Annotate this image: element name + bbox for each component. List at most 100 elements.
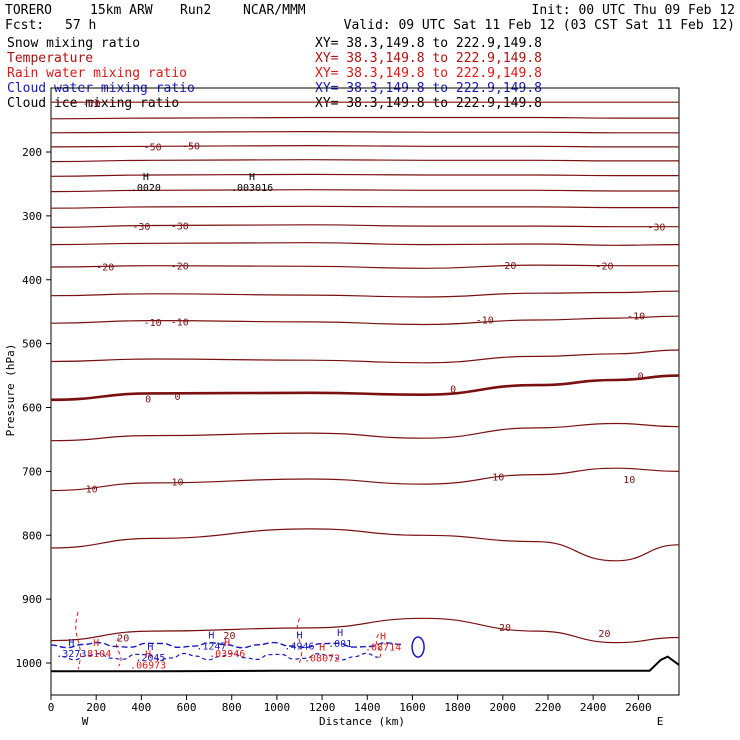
terrain-surface <box>51 655 680 673</box>
contour-label-1: -50 <box>144 142 162 153</box>
rain-max-h-2: H <box>224 638 230 649</box>
header-init: Init: 00 UTC Thu 09 Feb 12 <box>532 3 736 18</box>
cloudwater-contour-east <box>411 636 425 658</box>
x-tick-label-13: 2600 <box>625 701 652 714</box>
contour-label-2: -50 <box>182 142 200 153</box>
contour-label-3: -30 <box>132 222 150 233</box>
snow-max-h-0: H <box>143 172 149 183</box>
y-tick-label-3: 500 <box>22 338 42 351</box>
contour-label-19: 10 <box>171 478 183 489</box>
cloudwater-contour-lower <box>62 652 379 661</box>
x-end-label-east: E <box>657 715 664 728</box>
y-tick-label-8: 1000 <box>16 657 43 670</box>
isotherm-10 <box>50 264 679 269</box>
x-tick-label-9: 1800 <box>444 701 471 714</box>
contour-label-20: 10 <box>492 472 504 483</box>
y-axis: 200 300 400 500 600 700 800 900 1000 <box>16 146 51 670</box>
isotherm-3 <box>50 144 679 148</box>
rain-max-h-3: H <box>319 643 325 654</box>
contour-labels: -70-50 -50-30 -30 -30-20 -20 -20 -20-10 -10 -10-… <box>83 99 666 645</box>
legend-rain: Rain water mixing ratio <box>7 66 187 81</box>
contour-label-25: 20 <box>598 629 610 640</box>
x-tick-label-5: 1000 <box>264 701 291 714</box>
x-tick-label-3: 600 <box>177 701 197 714</box>
rain-contour-3 <box>375 633 382 661</box>
cloudwater-max-h-1: H <box>296 630 302 641</box>
isotherm-2 <box>50 130 679 134</box>
x-tick-label-4: 800 <box>222 701 242 714</box>
rain-contour-1 <box>116 637 122 667</box>
contour-label-23: 20 <box>223 631 235 642</box>
header-fcst-hours: 57 h <box>65 18 96 33</box>
cloudwater-max-h-3: H <box>147 642 153 653</box>
y-tick-label-6: 800 <box>22 529 42 542</box>
isotherm-11 <box>50 290 680 298</box>
contour-label-7: -20 <box>171 262 189 273</box>
maxima-labels: H.0020H.003016H.1247H.4946H.001H.2045H.3… <box>56 172 401 672</box>
x-tick-label-1: 200 <box>86 701 106 714</box>
x-tick-label-0: 0 <box>48 701 55 714</box>
contour-label-8: -20 <box>498 261 516 272</box>
contour-label-9: -20 <box>595 262 613 273</box>
cloudwater-max-value-0: .1247 <box>196 641 226 652</box>
x-tick-label-6: 1200 <box>309 701 336 714</box>
y-tick-label-2: 400 <box>22 274 42 287</box>
rain-max-value-3: .08072 <box>304 654 340 665</box>
isotherm-13 <box>50 349 680 364</box>
rain-max-h-0: H <box>93 638 99 649</box>
rain-max-value-4: .08714 <box>365 643 401 654</box>
x-tick-label-11: 2200 <box>535 701 562 714</box>
cloudwater-max-h-0: H <box>208 630 214 641</box>
contour-label-17: 0 <box>638 372 644 383</box>
legend-ice-xy: XY= 38.3,149.8 to 222.9,149.8 <box>315 96 542 111</box>
isotherm-5 <box>50 173 679 177</box>
contour-label-10: -10 <box>144 318 162 329</box>
isotherm-8 <box>50 224 679 228</box>
rain-max-h-1: H <box>145 650 151 661</box>
cloudwater-contour-upper <box>50 641 402 649</box>
legend-ice: Cloud ice mixing ratio <box>7 96 179 111</box>
contour-label-12: -10 <box>476 315 494 326</box>
y-tick-label-1: 300 <box>22 210 42 223</box>
contour-label-15: 0 <box>174 392 180 403</box>
isotherm-16 <box>50 467 680 492</box>
contour-label-24: 20 <box>499 623 511 634</box>
header-valid: Valid: 09 UTC Sat 11 Feb 12 (03 CST Sat … <box>344 18 735 33</box>
cloudwater-max-value-2: .001 <box>328 639 352 650</box>
isotherm-17 <box>50 528 680 562</box>
contour-label-4: -30 <box>171 221 189 232</box>
y-axis-label: Pressure (hPa) <box>4 344 17 437</box>
header-fcst: Fcst: <box>5 18 44 33</box>
x-tick-label-12: 2400 <box>580 701 607 714</box>
isotherm-4 <box>50 159 679 163</box>
isotherm-6 <box>50 189 679 193</box>
header: TORERO 15km ARW Run2 NCAR/MMM Init: 00 U… <box>5 3 735 33</box>
isotherm-9 <box>50 242 680 246</box>
contour-label-18: 10 <box>86 485 98 496</box>
contour-label-14: 0 <box>145 395 151 406</box>
x-axis-label: Distance (km) <box>319 715 405 728</box>
contour-label-5: -30 <box>647 223 665 234</box>
snow-max-value-0: .0020 <box>131 183 161 194</box>
isotherm-1 <box>50 116 679 120</box>
legend-snow-xy: XY= 38.3,149.8 to 222.9,149.8 <box>315 36 542 51</box>
header-model: TORERO <box>5 3 52 18</box>
temperature-isotherms <box>50 101 680 644</box>
terrain-line <box>51 655 680 673</box>
contour-label-21: 10 <box>623 475 635 486</box>
isotherm-18 <box>50 617 680 644</box>
header-org: NCAR/MMM <box>243 3 306 18</box>
contour-label-22: 20 <box>117 633 129 644</box>
contour-label-6: -20 <box>96 262 114 273</box>
contour-label-0: -70 <box>83 99 101 110</box>
rain-max-value-2: .03946 <box>209 649 245 660</box>
isotherm-14 <box>50 374 680 402</box>
cloudwater-max-value-3: .2045 <box>135 653 165 664</box>
snow-max-h-1: H <box>249 172 255 183</box>
x-tick-label-2: 400 <box>131 701 151 714</box>
moisture-contours <box>50 611 425 670</box>
rain-contour-0 <box>75 611 81 670</box>
header-run: Run2 <box>180 3 211 18</box>
y-tick-label-4: 600 <box>22 402 42 415</box>
